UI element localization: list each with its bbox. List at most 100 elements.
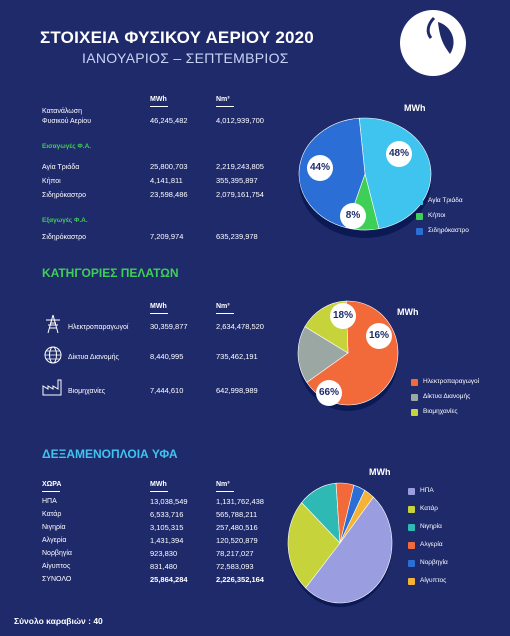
pie2-title: MWh xyxy=(397,307,419,317)
pie3-legend-item: Κατάρ xyxy=(420,505,438,512)
lng-row-mwh: 13,038,549 xyxy=(150,497,188,506)
col-mwh-underline xyxy=(150,313,168,314)
import-row-nm3: 355,395,897 xyxy=(216,176,258,185)
customer-row-nm3: 735,462,191 xyxy=(216,352,258,361)
lng-row-mwh: 831,480 xyxy=(150,562,178,571)
imports-heading: Εισαγωγές Φ.Α. xyxy=(42,143,92,150)
lng-row-mwh: 923,830 xyxy=(150,549,178,558)
lng-row-label: Κατάρ xyxy=(42,511,62,518)
customer-row-mwh: 7,444,610 xyxy=(150,386,184,395)
consumption-nm3: 4,012,939,700 xyxy=(216,116,264,125)
pie3-title: MWh xyxy=(369,467,391,477)
lng-row-label: ΗΠΑ xyxy=(42,498,57,505)
import-row-mwh: 4,141,811 xyxy=(150,176,183,185)
page-title: ΣΤΟΙΧΕΙΑ ΦΥΣΙΚΟΥ ΑΕΡΙΟΥ 2020 xyxy=(40,28,314,47)
exports-heading: Εξαγωγές Φ.Α. xyxy=(42,217,88,224)
customer-row-nm3: 642,998,989 xyxy=(216,386,258,395)
pie-slice xyxy=(339,489,374,544)
pie2-legend-item: Βιομηχανίες xyxy=(423,408,458,415)
legend-swatch xyxy=(408,560,415,567)
pie3-legend-item: ΗΠΑ xyxy=(420,487,434,494)
power-tower-icon xyxy=(46,314,60,334)
lng-row-label: Αλγερία xyxy=(42,537,67,544)
col-nm3-underline xyxy=(216,491,234,492)
customer-row-label: Ηλεκτροπαραγωγοί xyxy=(68,324,129,331)
pie1-legend-item: Σιδηρόκαστρο xyxy=(428,227,469,234)
imports-pie-chart xyxy=(298,117,432,238)
col-mwh-header: MWh xyxy=(150,303,167,310)
pie1-legend-item: Κήποι xyxy=(428,212,446,219)
lng-row-nm3: 72,583,093 xyxy=(216,562,254,571)
customer-row-nm3: 2,634,478,520 xyxy=(216,322,264,331)
pie2-legend-item: Ηλεκτροπαραγωγοί xyxy=(423,378,480,385)
customer-row-label: Βιομηχανίες xyxy=(68,388,106,395)
pie3-legend-item: Νορβηγία xyxy=(420,559,448,566)
pie3-legend-item: Αλγερία xyxy=(420,541,443,548)
export-row-label: Σιδηρόκαστρο xyxy=(42,234,86,241)
pie1-title: MWh xyxy=(404,103,426,113)
customer-row-label: Δίκτυα Διανομής xyxy=(68,354,119,361)
col-mwh-header: MWh xyxy=(150,481,167,488)
lng-total-mwh: 25,864,284 xyxy=(150,575,188,584)
import-row-mwh: 25,800,703 xyxy=(150,162,188,171)
pie3-legend-item: Νιγηρία xyxy=(420,523,442,530)
pie-slice xyxy=(358,117,432,230)
company-logo xyxy=(400,10,466,76)
legend-swatch xyxy=(411,379,418,386)
pie-slice xyxy=(305,496,393,604)
pie-slice xyxy=(298,117,366,229)
col-nm3-header: Nm³ xyxy=(216,96,230,103)
col-nm3-header: Nm³ xyxy=(216,303,230,310)
export-row-mwh: 7,209,974 xyxy=(150,232,184,241)
pie1-legend-item: Αγία Τριάδα xyxy=(428,197,463,204)
import-row-mwh: 23,598,486 xyxy=(150,190,188,199)
legend-swatch xyxy=(408,524,415,531)
pie1-label: 48% xyxy=(386,141,412,167)
pie2-legend-item: Δίκτυα Διανομής xyxy=(423,393,471,400)
lng-row-nm3: 565,788,211 xyxy=(216,510,258,519)
col-mwh-underline xyxy=(150,106,168,107)
legend-swatch xyxy=(416,198,423,205)
export-row-nm3: 635,239,978 xyxy=(216,232,258,241)
page-subtitle: ΙΑΝΟΥΑΡΙΟΣ – ΣΕΠΤΕΜΒΡΙΟΣ xyxy=(82,50,289,66)
import-row-label: Σιδηρόκαστρο xyxy=(42,192,86,199)
lng-row-label: Αίγυπτος xyxy=(42,563,71,570)
legend-swatch xyxy=(411,409,418,416)
lng-heading: ΔΕΞΑΜΕΝΟΠΛΟΙΑ ΥΦΑ xyxy=(42,447,178,461)
lng-total-label: ΣΥΝΟΛΟ xyxy=(42,576,72,583)
pie2-label: 16% xyxy=(366,323,392,349)
customer-row-mwh: 8,440,995 xyxy=(150,352,184,361)
col-nm3-underline xyxy=(216,106,234,107)
lng-total-nm3: 2,226,352,164 xyxy=(216,575,264,584)
lng-row-mwh: 3,105,315 xyxy=(150,523,184,532)
customers-heading: ΚΑΤΗΓΟΡΙΕΣ ΠΕΛΑΤΩΝ xyxy=(42,266,179,280)
col-country-underline xyxy=(42,491,60,492)
lng-pie-chart xyxy=(287,482,393,607)
ships-total: Σύνολο καραβιών : 40 xyxy=(14,616,103,626)
col-mwh-header: MWh xyxy=(150,96,167,103)
col-nm3-underline xyxy=(216,313,234,314)
lng-row-label: Νιγηρία xyxy=(42,524,66,531)
lng-row-mwh: 1,431,394 xyxy=(150,536,184,545)
legend-swatch xyxy=(408,488,415,495)
consumption-label-2: Φυσικού Αερίου xyxy=(42,118,92,125)
col-nm3-header: Nm³ xyxy=(216,481,230,488)
pie2-label: 66% xyxy=(316,380,342,406)
pie1-label: 8% xyxy=(340,203,366,229)
consumption-label-1: Κατανάλωση xyxy=(42,108,82,115)
lng-row-label: Νορβηγία xyxy=(42,550,72,557)
consumption-mwh: 46,245,482 xyxy=(150,116,188,125)
customer-row-mwh: 30,359,877 xyxy=(150,322,188,331)
pie3-legend-item: Αίγυπτος xyxy=(420,577,447,584)
lng-row-nm3: 120,520,879 xyxy=(216,536,258,545)
import-row-label: Κήποι xyxy=(42,178,61,185)
pie-slice xyxy=(287,502,341,589)
lng-row-nm3: 257,480,516 xyxy=(216,523,258,532)
pie1-label: 44% xyxy=(307,155,333,181)
legend-swatch xyxy=(416,228,423,235)
import-row-nm3: 2,219,243,805 xyxy=(216,162,264,171)
factory-icon xyxy=(42,379,62,396)
legend-swatch xyxy=(416,213,423,220)
legend-swatch xyxy=(408,578,415,585)
legend-swatch xyxy=(411,394,418,401)
